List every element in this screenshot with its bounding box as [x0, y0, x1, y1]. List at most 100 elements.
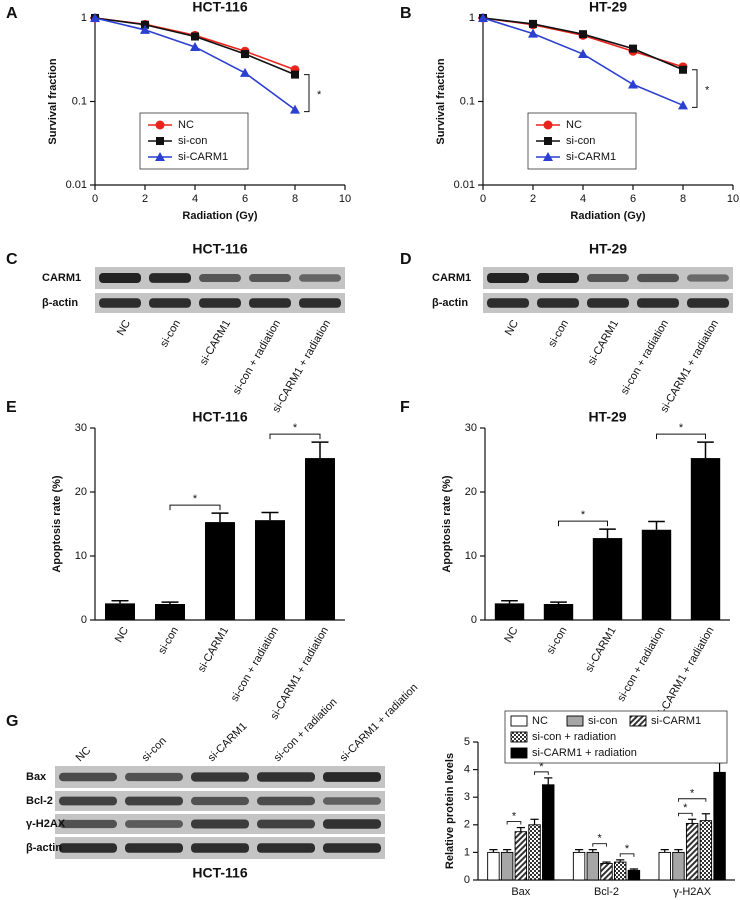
blot-title: HT-29: [589, 241, 627, 257]
blot-band: [299, 298, 341, 308]
blot-band: [125, 843, 183, 853]
chart-title: HCT-116: [192, 409, 247, 425]
blot-band: [59, 843, 117, 853]
y-tick-label: 10: [75, 550, 87, 562]
legend-label: si-con + radiation: [532, 731, 616, 743]
sig-bracket: [656, 433, 706, 440]
blot-band: [487, 298, 529, 308]
bar: [627, 869, 641, 881]
bar: [713, 771, 726, 881]
marker: [141, 20, 149, 29]
series-line: [482, 17, 684, 71]
bar: [105, 603, 135, 620]
legend-swatch: [510, 747, 528, 759]
sig-star: *: [293, 422, 298, 434]
legend-marker: [543, 152, 553, 161]
marker: [679, 65, 687, 74]
marker: [90, 13, 100, 22]
lane-label: si-con: [140, 735, 169, 764]
blot-band: [587, 274, 629, 282]
bar: [514, 831, 528, 881]
blot-band: [637, 298, 679, 308]
blot-band: [191, 843, 249, 853]
blot-band: [199, 298, 241, 308]
y-axis-label: Relative protein levels: [444, 753, 456, 869]
sig-bracket: [506, 821, 522, 825]
bar: [658, 851, 671, 881]
legend-swatch: [566, 715, 584, 727]
blot-band: [257, 772, 315, 782]
bar: [543, 604, 574, 620]
blot-band: [199, 274, 241, 282]
sig-star: *: [705, 84, 710, 96]
x-tick-label: 4: [580, 193, 586, 205]
legend-label: si-con: [178, 135, 207, 147]
blot-band: [257, 796, 315, 806]
lane-label: si-CARM1: [586, 318, 621, 367]
lane-label: si-con: [158, 318, 183, 349]
legend-label: NC: [178, 119, 194, 131]
blot-band: [323, 772, 381, 782]
sig-bracket: [592, 843, 607, 847]
marker: [290, 104, 300, 114]
bar: [685, 822, 699, 881]
y-tick-label: 30: [465, 422, 477, 434]
y-tick-label: 10: [465, 550, 477, 562]
lane-label: si-con: [546, 318, 571, 349]
legend-swatch: [510, 731, 528, 743]
panel-label: D: [400, 251, 412, 268]
sig-star: *: [539, 761, 544, 773]
blot-band: [249, 298, 291, 308]
blot-band: [537, 273, 579, 283]
y-tick-label: 0.01: [66, 179, 87, 191]
y-tick-label: 3: [464, 791, 470, 803]
marker: [190, 41, 200, 51]
legend-label: si-CARM1 + radiation: [532, 747, 637, 759]
x-tick-label: si-con: [545, 625, 570, 656]
legend-label: NC: [566, 119, 582, 131]
blot-row-label: β-actin: [26, 842, 62, 854]
legend-box: [504, 710, 728, 764]
legend-label: si-con: [566, 135, 595, 147]
sig-bracket: [304, 74, 310, 113]
lane-label: si-CARM1: [198, 318, 233, 367]
lane-label: NC: [74, 744, 94, 764]
legend-label: si-CARM1: [178, 151, 228, 163]
blot-band: [99, 273, 141, 283]
bar: [600, 862, 613, 881]
bar: [155, 604, 185, 620]
x-tick-label: 4: [192, 193, 198, 205]
blot-band: [257, 819, 315, 829]
x-tick-label: 8: [292, 193, 298, 205]
marker: [191, 32, 199, 41]
lane-label: NC: [115, 318, 133, 338]
bar: [542, 784, 555, 881]
bar: [572, 851, 586, 881]
bar: [305, 458, 335, 620]
panel-label: E: [6, 399, 17, 416]
legend-label: NC: [532, 715, 548, 727]
legend-label: si-con: [588, 715, 617, 727]
y-tick-label: 4: [464, 764, 470, 776]
y-tick-label: 20: [75, 486, 87, 498]
lane-label: si-con + radiation: [619, 318, 671, 397]
blot-band: [257, 843, 315, 853]
marker: [478, 13, 488, 22]
sig-bracket: [692, 69, 698, 108]
blot-row-label: γ-H2AX: [26, 818, 66, 830]
x-tick-label: si-CARM1 + radiation: [654, 625, 717, 722]
y-tick-label: 0.1: [460, 95, 475, 107]
bar: [699, 820, 713, 881]
lane-label: NC: [503, 318, 521, 338]
sig-bracket: [534, 771, 549, 775]
legend-label: si-CARM1: [566, 151, 616, 163]
panel-label: G: [6, 713, 18, 730]
lane-label: si-con + radiation: [231, 318, 283, 397]
y-tick-label: 0.01: [454, 179, 475, 191]
sig-bracket: [169, 504, 221, 511]
y-tick-label: 2: [464, 819, 470, 831]
x-axis-label: Radiation (Gy): [570, 210, 646, 222]
y-axis-label: Apoptosis rate (%): [441, 475, 453, 573]
lane-label: si-CARM1 + radiation: [270, 318, 333, 415]
